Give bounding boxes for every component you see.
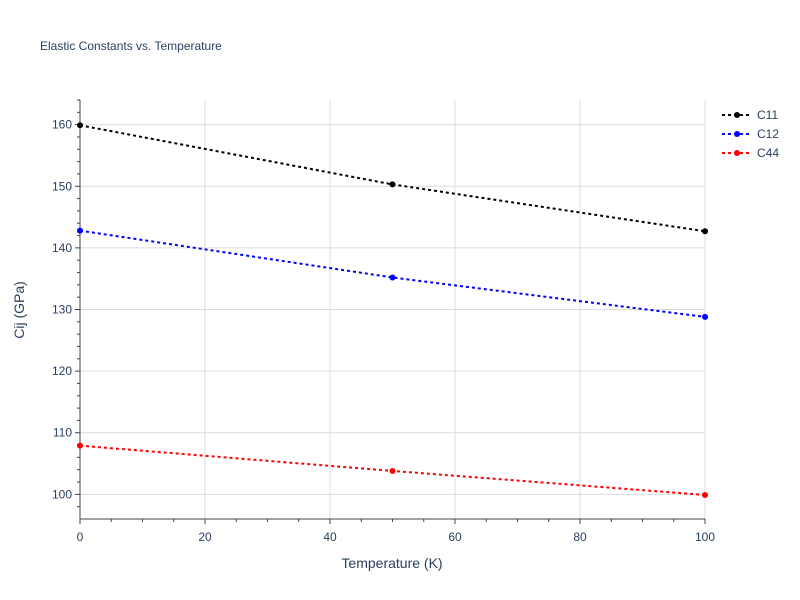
series-c11 [77, 122, 708, 235]
y-tick-label: 150 [52, 179, 72, 193]
series-layer [77, 122, 708, 498]
x-tick-label: 80 [573, 530, 587, 544]
y-tick-label: 110 [53, 426, 72, 440]
x-tick-label: 100 [695, 530, 715, 544]
legend-label: C12 [757, 127, 779, 141]
y-tick-label: 120 [52, 364, 72, 378]
legend-marker [734, 150, 740, 156]
y-tick-label: 140 [52, 241, 72, 255]
data-point[interactable] [77, 227, 83, 234]
legend-marker [734, 131, 740, 137]
data-point[interactable] [702, 228, 708, 235]
legend-marker [734, 112, 740, 118]
legend-item-c11[interactable]: C11 [722, 108, 778, 122]
legend-label: C11 [757, 108, 778, 122]
legend[interactable]: C11 C12 C44 [722, 108, 779, 160]
data-point[interactable] [702, 313, 708, 320]
legend-label: C44 [757, 146, 779, 160]
y-tick-label: 100 [52, 487, 72, 501]
legend-item-c44[interactable]: C44 [722, 146, 779, 160]
legend-item-c12[interactable]: C12 [722, 127, 779, 141]
grid-layer [80, 100, 706, 519]
y-tick-label: 130 [52, 303, 72, 317]
data-point[interactable] [389, 274, 396, 281]
x-tick-label: 40 [323, 530, 337, 544]
data-point[interactable] [389, 467, 396, 474]
x-tick-label: 20 [198, 530, 212, 544]
axes-layer: 0 20 40 60 80 100 100 110 120 130 140 150 160 [52, 99, 715, 544]
x-axis-title: Temperature (K) [341, 555, 442, 571]
x-tick-label: 60 [448, 530, 462, 544]
series-c44 [77, 442, 708, 498]
data-point[interactable] [77, 442, 83, 449]
data-point[interactable] [389, 181, 396, 188]
data-point[interactable] [702, 491, 708, 498]
y-tick-label: 160 [52, 118, 72, 132]
data-point[interactable] [77, 122, 83, 129]
x-tick-label: 0 [77, 530, 84, 544]
y-axis-title: Cij (GPa) [11, 281, 27, 339]
chart-title: Elastic Constants vs. Temperature [40, 39, 222, 53]
series-c12 [77, 227, 708, 320]
